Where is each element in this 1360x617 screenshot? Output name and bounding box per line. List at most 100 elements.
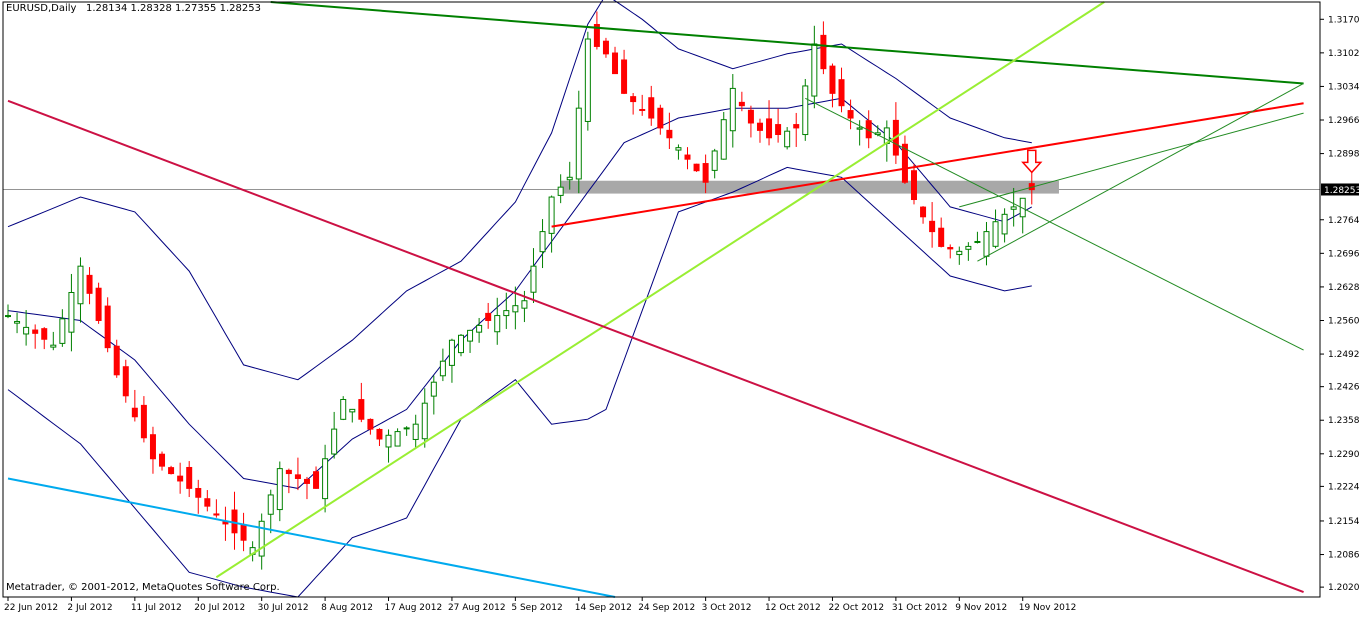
candle-body	[847, 110, 854, 119]
y-tick-label: 1.24260	[1328, 383, 1360, 393]
candle-body	[720, 119, 727, 160]
candle-body	[901, 143, 908, 183]
candle-body	[331, 428, 338, 455]
x-tick-label: 19 Nov 2012	[1019, 603, 1077, 613]
candle-body	[476, 324, 483, 333]
y-tick-label: 1.23580	[1328, 416, 1360, 426]
x-tick-label: 12 Oct 2012	[765, 603, 821, 613]
candle-body	[1019, 197, 1026, 218]
candle-body	[140, 404, 147, 439]
trendline-red-rising	[551, 102, 1304, 228]
x-tick-label: 31 Oct 2012	[892, 603, 948, 613]
candle-body	[838, 79, 845, 107]
y-tick-label: 1.29660	[1328, 116, 1360, 126]
candle-body	[621, 59, 628, 94]
candle-body	[639, 108, 646, 111]
candle-body	[702, 163, 709, 183]
candle-body	[403, 427, 410, 430]
candle-body	[14, 320, 21, 324]
candle-body	[313, 471, 320, 489]
candle-body	[983, 231, 990, 257]
y-tick-label: 1.25600	[1328, 316, 1360, 326]
y-tick-label: 1.20860	[1328, 551, 1360, 561]
trendline-cyan-falling	[7, 477, 616, 598]
candle-body	[204, 498, 211, 507]
candle-body	[820, 34, 827, 70]
x-tick-label: 11 Jul 2012	[131, 603, 182, 613]
candle-body	[729, 87, 736, 132]
x-tick-label: 3 Oct 2012	[702, 603, 752, 613]
candle-body	[956, 250, 963, 256]
candle-body	[240, 524, 247, 541]
x-tick-label: 24 Sep 2012	[638, 603, 695, 613]
candle-body	[675, 147, 682, 151]
candle-body	[974, 240, 981, 243]
candle-body	[177, 475, 184, 482]
candle-body	[59, 318, 66, 344]
candle-body	[294, 474, 301, 479]
x-tick-label: 5 Sep 2012	[511, 603, 562, 613]
candle-body	[747, 109, 754, 124]
current-price-box	[1321, 183, 1359, 196]
candle-body	[358, 399, 365, 420]
x-tick-label: 27 Aug 2012	[448, 603, 506, 613]
candle-body	[947, 247, 954, 250]
y-tick-label: 1.27640	[1328, 216, 1360, 226]
candle-body	[195, 487, 202, 498]
candle-body	[775, 124, 782, 135]
candle-body	[50, 344, 57, 348]
candle-body	[521, 300, 528, 309]
candle-body	[756, 122, 763, 131]
trendline-thin-green-up-2	[977, 83, 1304, 262]
candle-body	[32, 329, 39, 334]
candle-body	[86, 274, 93, 294]
candle-body	[412, 423, 419, 440]
y-tick-label: 1.28980	[1328, 150, 1360, 160]
candle-body	[992, 221, 999, 247]
bollinger-middle-band	[7, 97, 1033, 489]
candle-body	[584, 38, 591, 122]
candle-body	[548, 196, 555, 234]
candle-body	[1010, 206, 1017, 210]
y-tick-label: 1.21540	[1328, 517, 1360, 527]
candle-body	[322, 458, 329, 500]
candle-body	[965, 245, 972, 250]
candle-body	[566, 176, 573, 181]
candle-body	[575, 107, 582, 180]
y-tick-label: 1.26960	[1328, 249, 1360, 259]
candle-body	[530, 265, 537, 293]
candle-body	[494, 315, 501, 333]
symbol-label: EURUSD,Daily	[6, 3, 77, 14]
candle-body	[793, 124, 800, 129]
candle-body	[802, 85, 809, 136]
candle-body	[131, 407, 138, 418]
candle-body	[285, 469, 292, 475]
candle-body	[276, 468, 283, 511]
candle-body	[186, 466, 193, 489]
y-tick-label: 1.24920	[1328, 350, 1360, 360]
x-tick-label: 22 Oct 2012	[828, 603, 884, 613]
candle-body	[666, 129, 673, 139]
candle-body	[693, 163, 700, 172]
x-tick-label: 14 Sep 2012	[575, 603, 632, 613]
candle-body	[602, 40, 609, 55]
candle-body	[340, 398, 347, 420]
y-tick-label: 1.31700	[1328, 15, 1360, 25]
candle-body	[593, 24, 600, 47]
trendline-thin-green-down	[805, 97, 1304, 351]
candle-body	[394, 431, 401, 447]
candle-body	[458, 334, 464, 354]
trendline-crimson-falling	[7, 99, 1304, 593]
plot-frame	[2, 1, 1321, 598]
candle-body	[41, 328, 48, 340]
y-tick-label: 1.30340	[1328, 82, 1360, 92]
candle-body	[421, 402, 428, 440]
candle-body	[829, 65, 836, 94]
candle-body	[630, 96, 637, 103]
y-tick-label: 1.22900	[1328, 450, 1360, 460]
x-tick-label: 9 Nov 2012	[955, 603, 1007, 613]
candle-body	[539, 231, 546, 253]
candle-body	[920, 206, 927, 218]
